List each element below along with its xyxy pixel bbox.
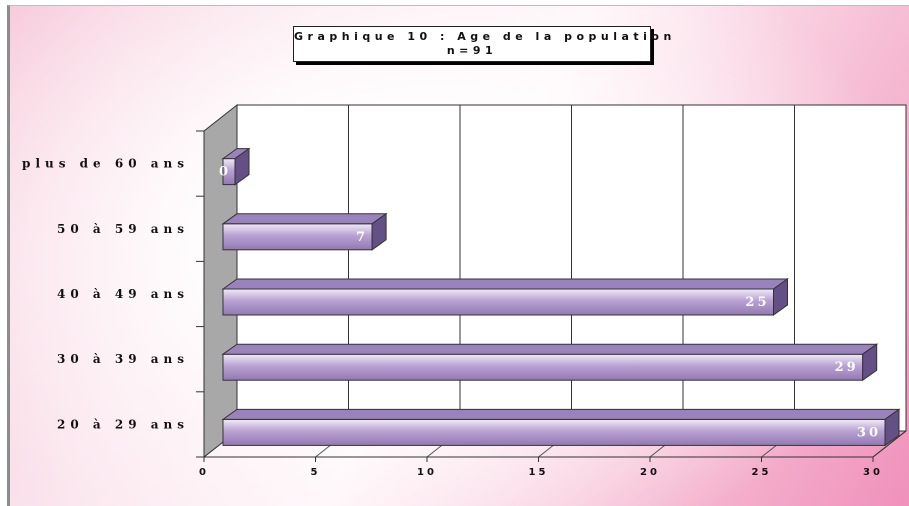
category-label: plus de 60 ans	[22, 157, 189, 171]
bar	[222, 223, 373, 251]
chart-background: Graphique 10 : Age de la population n=91…	[7, 5, 909, 506]
bar	[222, 288, 774, 316]
category-label: 20 à 29 ans	[57, 417, 189, 431]
category-label: 30 à 39 ans	[57, 352, 189, 366]
x-tick-label: 25	[752, 467, 772, 478]
data-label: 25	[745, 295, 769, 310]
bar	[222, 353, 864, 381]
floor-right-edge	[872, 430, 907, 458]
chart-title: Graphique 10 : Age de la population	[294, 30, 676, 43]
chart-subtitle: n=91	[446, 44, 498, 57]
data-label: 7	[356, 230, 368, 245]
x-tick-label: 20	[640, 467, 660, 478]
category-label: 40 à 49 ans	[57, 287, 189, 301]
bar-side	[371, 212, 387, 251]
bar-side	[862, 343, 878, 382]
x-tick-label: 5	[311, 467, 321, 478]
category-label: 50 à 59 ans	[57, 222, 189, 236]
x-tick-label: 10	[417, 467, 437, 478]
data-label: 29	[835, 360, 859, 375]
bar-top	[221, 343, 879, 355]
bar-top	[221, 213, 388, 225]
data-label: 30	[857, 425, 881, 440]
x-tick-label: 30	[863, 467, 883, 478]
bar-chart: 0 5 10 15 20 25 30 30 20 à 29 ans 29 30 à 39 ans 25…	[22, 103, 907, 478]
x-tick-label: 0	[199, 467, 209, 478]
bar	[222, 418, 886, 446]
bar-top	[221, 408, 901, 420]
x-tick-label: 15	[529, 467, 549, 478]
data-label: 0	[219, 165, 231, 180]
bar-side	[234, 147, 250, 186]
chart-title-box: Graphique 10 : Age de la population n=91	[293, 26, 676, 62]
bar-side	[884, 408, 900, 447]
bar-side	[773, 278, 788, 316]
bar-top	[221, 278, 790, 290]
